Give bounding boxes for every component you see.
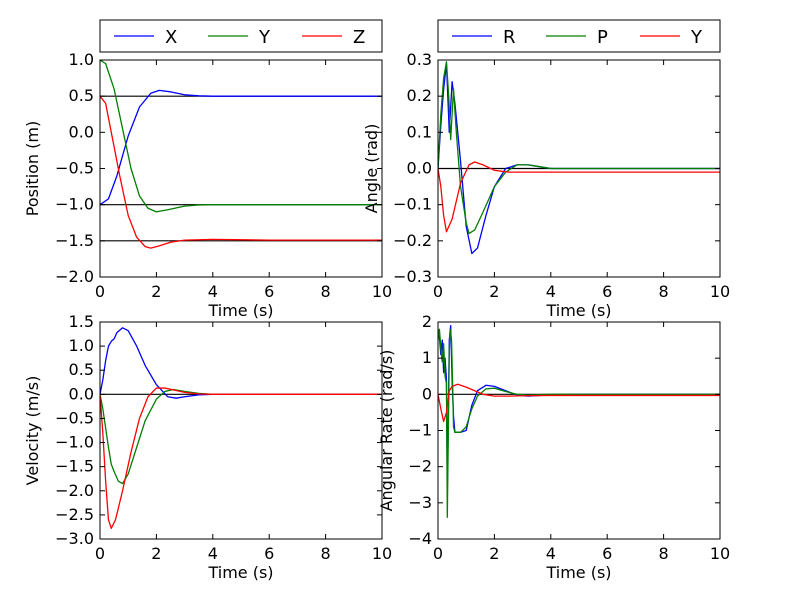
x-tick-label: 2	[151, 544, 161, 563]
x-tick-label: 0	[95, 282, 105, 301]
x-tick-label: 4	[546, 282, 556, 301]
legend-label-r: R	[503, 27, 516, 48]
legend-label-p: P	[597, 27, 608, 48]
y-tick-label: −3	[408, 493, 432, 512]
series-line-y	[438, 161, 720, 233]
x-tick-label: 10	[372, 544, 392, 563]
y-tick-label: −0.5	[55, 408, 94, 427]
y-tick-label: 1.5	[69, 312, 94, 331]
y-tick-label: −0.3	[393, 267, 432, 286]
y-tick-label: −1.5	[55, 457, 94, 476]
legend-label-z: Z	[353, 27, 365, 48]
legend-label-y: Y	[258, 27, 271, 48]
y-tick-label: 1.0	[69, 50, 94, 69]
y-tick-label: −2.0	[55, 267, 94, 286]
y-tick-label: 0.2	[407, 86, 432, 105]
y-tick-label: −2.5	[55, 505, 94, 524]
series-group	[100, 327, 382, 530]
y-tick-label: 0.3	[407, 50, 432, 69]
y-tick-label: 0	[422, 384, 432, 403]
series-line-x	[100, 327, 382, 399]
x-tick-label: 0	[433, 544, 443, 563]
y-axis-label: Angular Rate (rad/s)	[377, 350, 396, 512]
y-tick-label: 0.5	[69, 86, 94, 105]
y-axis-label: Position (m)	[23, 121, 42, 216]
legend-label-x: X	[165, 27, 177, 48]
series-line-y	[438, 383, 720, 423]
subplot-2: 0 2 4 6 8 10 0.3 0.2 0.1 0.0 −0.1 −0.2 −0.3 Time (s) A…	[362, 19, 730, 320]
series-line-z	[100, 387, 382, 530]
y-tick-label: −1.0	[55, 195, 94, 214]
y-tick-label: −0.5	[55, 159, 94, 178]
series-line-y	[100, 388, 382, 485]
x-tick-label: 2	[489, 282, 499, 301]
y-axis-label: Angle (rad)	[362, 124, 381, 214]
x-tick-label: 8	[659, 544, 669, 563]
x-tick-label: 6	[602, 282, 612, 301]
x-tick-label: 8	[321, 282, 331, 301]
series-group	[438, 61, 720, 255]
y-tick-label: 0.1	[407, 122, 432, 141]
y-tick-label: 0.0	[69, 122, 94, 141]
series-line-y	[100, 60, 382, 213]
y-tick-label: 0.5	[69, 360, 94, 379]
y-axis-label: Velocity (m/s)	[23, 376, 42, 486]
x-tick-label: 10	[710, 544, 730, 563]
y-tick-label: −2.0	[55, 481, 94, 500]
x-axis-label: Time (s)	[545, 301, 611, 320]
y-tick-label: −2	[408, 457, 432, 476]
x-axis-label: Time (s)	[207, 301, 273, 320]
series-line-x	[100, 89, 382, 206]
y-tick-label: −1.5	[55, 231, 94, 250]
x-tick-label: 6	[602, 544, 612, 563]
y-tick-label: 1.0	[69, 336, 94, 355]
y-tick-label: −3.0	[55, 529, 94, 548]
series-line-z	[100, 95, 382, 249]
subplot-3: 0 2 4 6 8 10 1.5 1.0 0.5 0.0 −0.5 −1.0 −1.5 −2.0 −2.5 −…	[23, 312, 392, 582]
x-tick-label: 4	[208, 282, 218, 301]
y-tick-label: 0.0	[407, 159, 432, 178]
axes-frame	[99, 321, 383, 540]
y-tick-label: −1	[408, 421, 432, 440]
x-tick-label: 0	[433, 282, 443, 301]
x-tick-label: 6	[264, 544, 274, 563]
y-tick-label: −4	[408, 529, 432, 548]
series-line-p	[438, 328, 720, 518]
x-tick-label: 6	[264, 282, 274, 301]
x-axis-label: Time (s)	[545, 563, 611, 582]
x-axis-label: Time (s)	[207, 563, 273, 582]
series-group	[438, 324, 720, 518]
series-group	[100, 60, 382, 249]
x-tick-label: 2	[151, 282, 161, 301]
x-tick-label: 2	[489, 544, 499, 563]
legend-label-y: Y	[690, 27, 703, 48]
y-tick-label: −1.0	[55, 433, 94, 452]
x-tick-label: 8	[659, 282, 669, 301]
y-tick-label: 2	[422, 312, 432, 331]
legend: X Y Z	[99, 19, 383, 53]
x-tick-label: 4	[208, 544, 218, 563]
y-tick-label: 1	[422, 348, 432, 367]
x-tick-label: 10	[710, 282, 730, 301]
x-tick-label: 0	[95, 544, 105, 563]
x-tick-label: 10	[372, 282, 392, 301]
y-tick-label: 0.0	[69, 384, 94, 403]
y-tick-label: −0.2	[393, 231, 432, 250]
subplot-1: 0 2 4 6 8 10 1.0 0.5 0.0 −0.5 −1.0 −1.5 −2.0 Time (s)…	[23, 19, 392, 320]
series-line-p	[438, 61, 720, 235]
y-tick-label: −0.1	[393, 195, 432, 214]
x-tick-label: 8	[321, 544, 331, 563]
x-tick-label: 4	[546, 544, 556, 563]
